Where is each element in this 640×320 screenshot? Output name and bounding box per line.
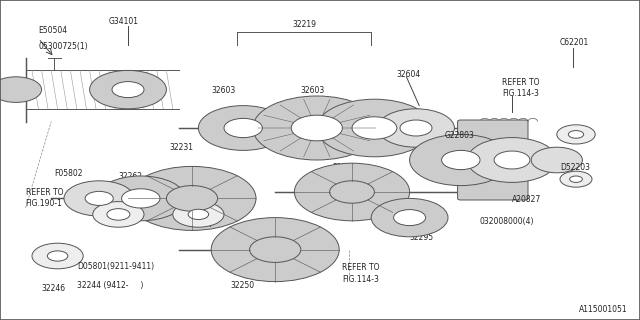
Text: F05802: F05802 xyxy=(54,169,83,178)
Text: C62201: C62201 xyxy=(560,38,589,47)
Circle shape xyxy=(188,209,209,220)
Text: 32219: 32219 xyxy=(292,20,316,29)
Circle shape xyxy=(224,118,262,138)
Circle shape xyxy=(557,125,595,144)
Circle shape xyxy=(32,243,83,269)
Text: E50504: E50504 xyxy=(38,26,68,35)
Text: 32262: 32262 xyxy=(118,172,143,181)
Circle shape xyxy=(250,237,301,262)
Circle shape xyxy=(107,209,130,220)
Text: 32295: 32295 xyxy=(410,233,434,242)
Circle shape xyxy=(93,202,144,227)
Circle shape xyxy=(128,166,256,230)
Text: 32603: 32603 xyxy=(211,86,236,95)
Circle shape xyxy=(294,163,410,221)
Circle shape xyxy=(394,210,426,226)
Circle shape xyxy=(560,171,592,187)
Circle shape xyxy=(531,147,582,173)
Text: 32249: 32249 xyxy=(112,207,136,216)
Text: 32250: 32250 xyxy=(230,281,255,290)
Text: 32603: 32603 xyxy=(301,86,325,95)
Circle shape xyxy=(371,198,448,237)
Circle shape xyxy=(317,99,432,157)
Circle shape xyxy=(122,189,160,208)
Text: 32604: 32604 xyxy=(189,220,213,229)
Text: 32231: 32231 xyxy=(170,143,194,152)
Circle shape xyxy=(47,251,68,261)
Text: 05300725(1): 05300725(1) xyxy=(38,42,88,51)
Text: D05801(9211-9411): D05801(9211-9411) xyxy=(77,262,154,271)
Circle shape xyxy=(112,82,144,98)
Text: REFER TO
FIG.190-1: REFER TO FIG.190-1 xyxy=(26,188,63,208)
Circle shape xyxy=(90,70,166,109)
Circle shape xyxy=(85,191,113,205)
Circle shape xyxy=(173,202,224,227)
Circle shape xyxy=(352,117,397,139)
Circle shape xyxy=(378,109,454,147)
Text: D52203: D52203 xyxy=(560,163,590,172)
Text: G34101: G34101 xyxy=(109,17,139,26)
Circle shape xyxy=(211,218,339,282)
Circle shape xyxy=(96,176,186,221)
Text: A115001051: A115001051 xyxy=(579,305,627,314)
Circle shape xyxy=(330,181,374,203)
Text: 32249: 32249 xyxy=(333,163,357,172)
Circle shape xyxy=(568,131,584,138)
Text: REFER TO
FIG.114-3: REFER TO FIG.114-3 xyxy=(342,263,380,284)
Circle shape xyxy=(467,138,557,182)
Circle shape xyxy=(570,176,582,182)
Circle shape xyxy=(410,134,512,186)
Circle shape xyxy=(400,120,432,136)
Circle shape xyxy=(198,106,288,150)
Text: REFER TO
FIG.114-3: REFER TO FIG.114-3 xyxy=(502,78,540,98)
FancyBboxPatch shape xyxy=(458,120,528,200)
Circle shape xyxy=(291,115,342,141)
Circle shape xyxy=(166,186,218,211)
Circle shape xyxy=(253,96,381,160)
Circle shape xyxy=(64,181,134,216)
Text: 032008000(4): 032008000(4) xyxy=(480,217,534,226)
Circle shape xyxy=(0,77,42,102)
Text: A20827: A20827 xyxy=(512,195,541,204)
Text: 32244 (9412-     ): 32244 (9412- ) xyxy=(77,281,143,290)
Circle shape xyxy=(442,150,480,170)
Text: 32604: 32604 xyxy=(397,70,421,79)
Text: 32246: 32246 xyxy=(42,284,66,293)
Text: G22803: G22803 xyxy=(445,131,475,140)
Circle shape xyxy=(494,151,530,169)
Text: 32609: 32609 xyxy=(275,111,300,120)
